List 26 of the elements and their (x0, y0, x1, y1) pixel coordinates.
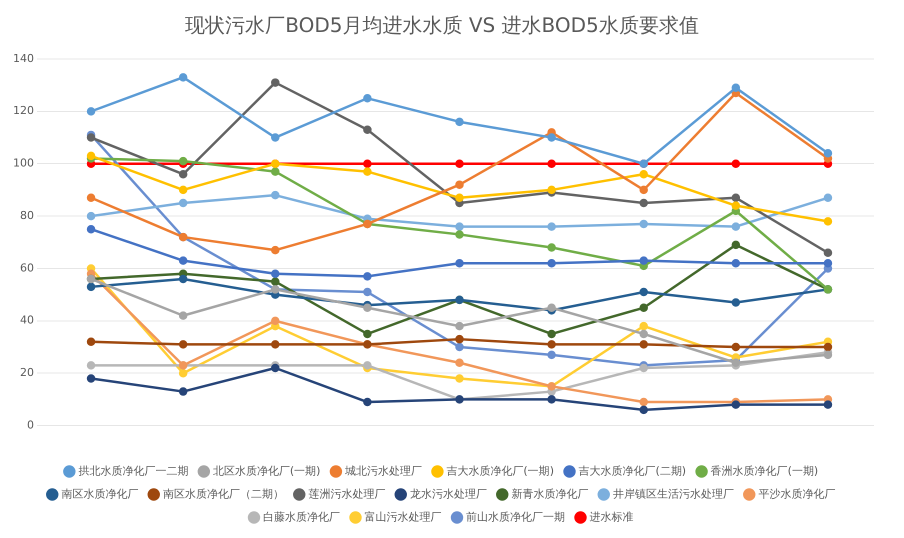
y-tick-label: 140 (12, 52, 34, 65)
y-tick-label: 120 (12, 104, 34, 118)
legend-label: 香洲水质净化厂(一期) (710, 464, 818, 478)
legend-label: 白藤水质净化厂 (263, 510, 340, 524)
legend-label: 井岸镇区生活污水处理厂 (612, 487, 734, 500)
y-tick-label: 60 (20, 261, 34, 274)
y-tick-label: 40 (20, 314, 34, 327)
y-tick-label: 80 (20, 208, 34, 222)
y-tick-label: 0 (26, 418, 34, 432)
legend-label: 北区水质净化厂(一期) (212, 464, 320, 478)
legend-label: 城北污水处理厂 (344, 464, 422, 478)
y-tick-label: 20 (20, 366, 34, 380)
legend-label: 新青水质净化厂 (511, 487, 588, 500)
legend-label: 吉大水质净化厂(一期) (446, 464, 554, 478)
legend-label: 龙水污水处理厂 (410, 487, 487, 500)
y-tick-label: 100 (12, 156, 34, 170)
chart-title: 现状污水厂BOD5月均进水水质 VS 进水BOD5水质要求值 (185, 13, 699, 38)
legend-label: 南区水质净化厂（二期） (162, 487, 284, 500)
legend-label: 南区水质净化厂 (61, 487, 138, 500)
legend-label: 富山污水处理厂 (364, 510, 442, 524)
legend-label: 平沙水质净化厂 (758, 487, 836, 500)
legend-label: 吉大水质净化厂(二期) (578, 464, 686, 478)
legend-label: 进水标准 (590, 510, 634, 524)
legend-label: 拱北水质净化厂一二期 (78, 464, 188, 478)
legend-label: 前山水质净化厂一期 (466, 510, 565, 524)
legend-label: 莲洲污水处理厂 (308, 487, 386, 500)
